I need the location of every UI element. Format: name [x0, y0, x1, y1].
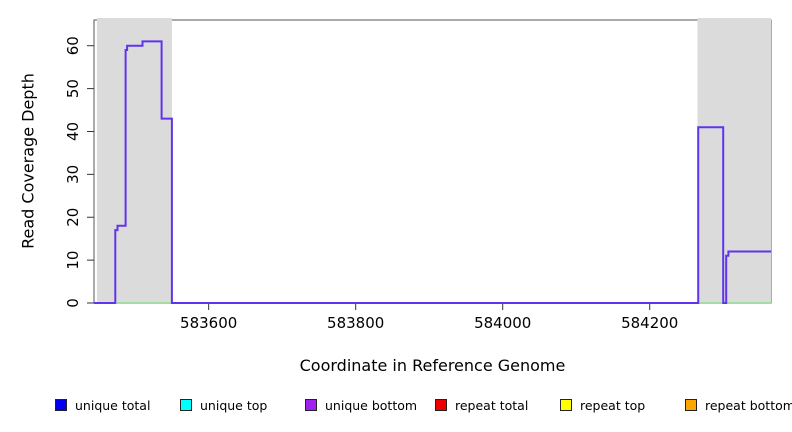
y-tick-label: 0 — [64, 298, 82, 308]
legend-label-repeat-total: repeat total — [455, 397, 529, 413]
legend-label-repeat-top: repeat top — [580, 397, 646, 413]
legend-swatch-repeat-bottom — [685, 399, 697, 411]
legend-item-unique-bottom: unique bottom — [305, 397, 418, 413]
x-tick-label: 584200 — [621, 314, 678, 332]
y-tick-label: 40 — [64, 122, 82, 141]
legend-item-unique-top: unique top — [180, 397, 268, 413]
shaded-region-right — [697, 18, 771, 304]
y-tick-label: 50 — [64, 79, 82, 98]
legend-swatch-repeat-top — [560, 399, 572, 411]
x-axis-title: Coordinate in Reference Genome — [299, 356, 566, 375]
legend-item-repeat-total: repeat total — [435, 397, 529, 413]
legend-label-unique-bottom: unique bottom — [325, 397, 418, 413]
y-axis-title: Read Coverage Depth — [18, 73, 38, 249]
legend-label-repeat-bottom: repeat bottom — [705, 397, 792, 413]
legend-swatch-repeat-total — [435, 399, 447, 411]
x-tick-label: 583600 — [180, 314, 237, 332]
chart-canvas: 583600 583800 584000 584200 0 10 20 30 40 50 60 — [64, 18, 772, 332]
y-tick-label: 60 — [64, 36, 82, 55]
legend-item-repeat-bottom: repeat bottom — [685, 397, 792, 413]
legend-swatch-unique-total — [55, 399, 67, 411]
y-tick-label: 10 — [64, 251, 82, 270]
x-tick-label: 584000 — [474, 314, 531, 332]
legend-swatch-unique-top — [180, 399, 192, 411]
legend-item-unique-total: unique total — [55, 397, 151, 413]
series-coverage — [94, 40, 771, 304]
legend-label-unique-total: unique total — [75, 397, 151, 413]
chart-legend: unique total unique top unique bottom repea… — [0, 398, 792, 418]
y-tick-label: 20 — [64, 208, 82, 227]
legend-swatch-unique-bottom — [305, 399, 317, 411]
plot-box — [93, 19, 772, 304]
legend-item-repeat-top: repeat top — [560, 397, 646, 413]
x-tick-label: 583800 — [327, 314, 384, 332]
y-tick-label: 30 — [64, 165, 82, 184]
legend-label-unique-top: unique top — [200, 397, 268, 413]
shaded-region-left — [96, 18, 172, 304]
